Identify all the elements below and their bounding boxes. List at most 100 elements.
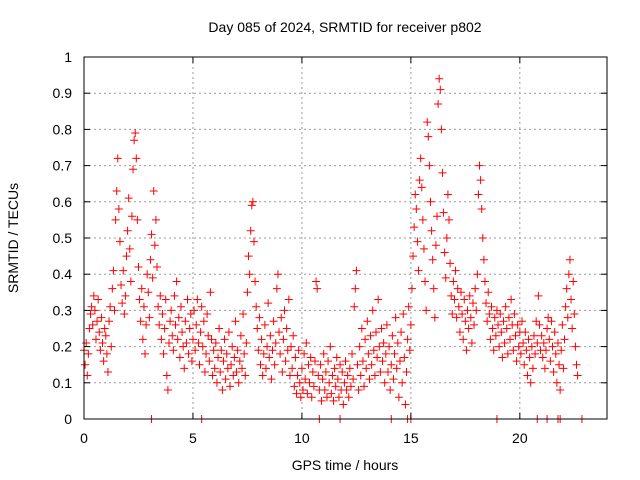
data-point [316, 360, 325, 369]
data-point [571, 342, 580, 351]
data-point [303, 389, 312, 398]
data-point [504, 313, 513, 322]
data-point [399, 310, 408, 319]
data-point [503, 349, 512, 358]
x-tick-label: 15 [403, 430, 419, 446]
data-point [90, 306, 99, 315]
data-point [406, 320, 415, 329]
data-point [561, 302, 570, 311]
data-point [563, 313, 572, 322]
data-point [147, 230, 156, 239]
data-point [156, 291, 165, 300]
data-point [229, 371, 238, 380]
data-point [276, 349, 285, 358]
data-point [138, 335, 147, 344]
data-point [93, 317, 102, 326]
data-point [442, 234, 451, 242]
data-point [122, 252, 131, 261]
data-point [115, 237, 124, 246]
data-point [397, 328, 406, 337]
data-point [485, 310, 494, 319]
data-point [437, 125, 446, 134]
data-point [191, 346, 200, 355]
data-point [331, 382, 340, 391]
y-tick-label: 0.3 [53, 302, 73, 318]
data-point [522, 346, 531, 355]
y-tick-label: 0.4 [53, 266, 73, 282]
data-point [295, 378, 304, 387]
data-point [106, 302, 115, 311]
data-point [364, 349, 373, 358]
data-point [407, 284, 416, 293]
data-point [160, 324, 169, 333]
data-point [431, 241, 440, 250]
data-point [306, 353, 315, 362]
data-point [125, 244, 134, 253]
data-point [512, 357, 521, 366]
data-point [192, 320, 201, 329]
data-point [527, 342, 536, 351]
data-point [546, 357, 555, 366]
data-point [164, 338, 173, 347]
data-point [543, 324, 552, 333]
data-point [267, 375, 276, 384]
data-point [314, 371, 323, 380]
data-point [339, 400, 348, 409]
data-point [448, 310, 457, 319]
data-point [526, 378, 535, 387]
data-point [135, 295, 144, 304]
data-point [253, 324, 262, 333]
data-point [161, 295, 170, 304]
data-point [288, 364, 297, 373]
data-point [307, 393, 316, 402]
data-point [98, 338, 107, 347]
data-point [127, 212, 136, 221]
data-point [97, 313, 106, 322]
data-point [291, 353, 300, 362]
data-point [480, 277, 489, 286]
y-tick-label: 0.7 [53, 158, 73, 174]
data-point [426, 197, 435, 206]
data-point [305, 378, 314, 387]
data-point [102, 349, 111, 358]
data-point [220, 335, 229, 344]
data-point [365, 375, 374, 384]
data-point [163, 386, 172, 395]
data-point [109, 266, 118, 275]
data-point [354, 386, 363, 395]
data-point [142, 320, 151, 329]
data-point [468, 299, 477, 308]
data-point [360, 382, 369, 391]
data-point [181, 317, 190, 326]
data-point [449, 277, 458, 286]
data-point [502, 324, 511, 333]
data-point [400, 353, 409, 362]
data-point [477, 205, 486, 214]
data-point [182, 338, 191, 347]
data-point [254, 346, 263, 355]
data-point [228, 342, 237, 351]
data-point [438, 168, 447, 177]
data-point [215, 324, 224, 333]
data-point [532, 317, 541, 326]
data-series-srmtid [80, 74, 586, 423]
data-point [113, 154, 122, 163]
data-point [242, 338, 251, 347]
data-point [483, 317, 492, 326]
data-point [521, 328, 530, 337]
data-point [304, 360, 313, 369]
data-point [162, 371, 171, 380]
data-point [402, 367, 411, 376]
data-point [560, 335, 569, 344]
data-point [211, 338, 220, 347]
data-point [528, 364, 537, 373]
data-point [565, 255, 574, 264]
data-point [352, 266, 361, 275]
data-point [144, 288, 153, 297]
data-point [296, 393, 305, 402]
data-point [405, 346, 414, 355]
data-point [322, 393, 331, 402]
data-point [510, 310, 519, 319]
data-point [471, 284, 480, 293]
